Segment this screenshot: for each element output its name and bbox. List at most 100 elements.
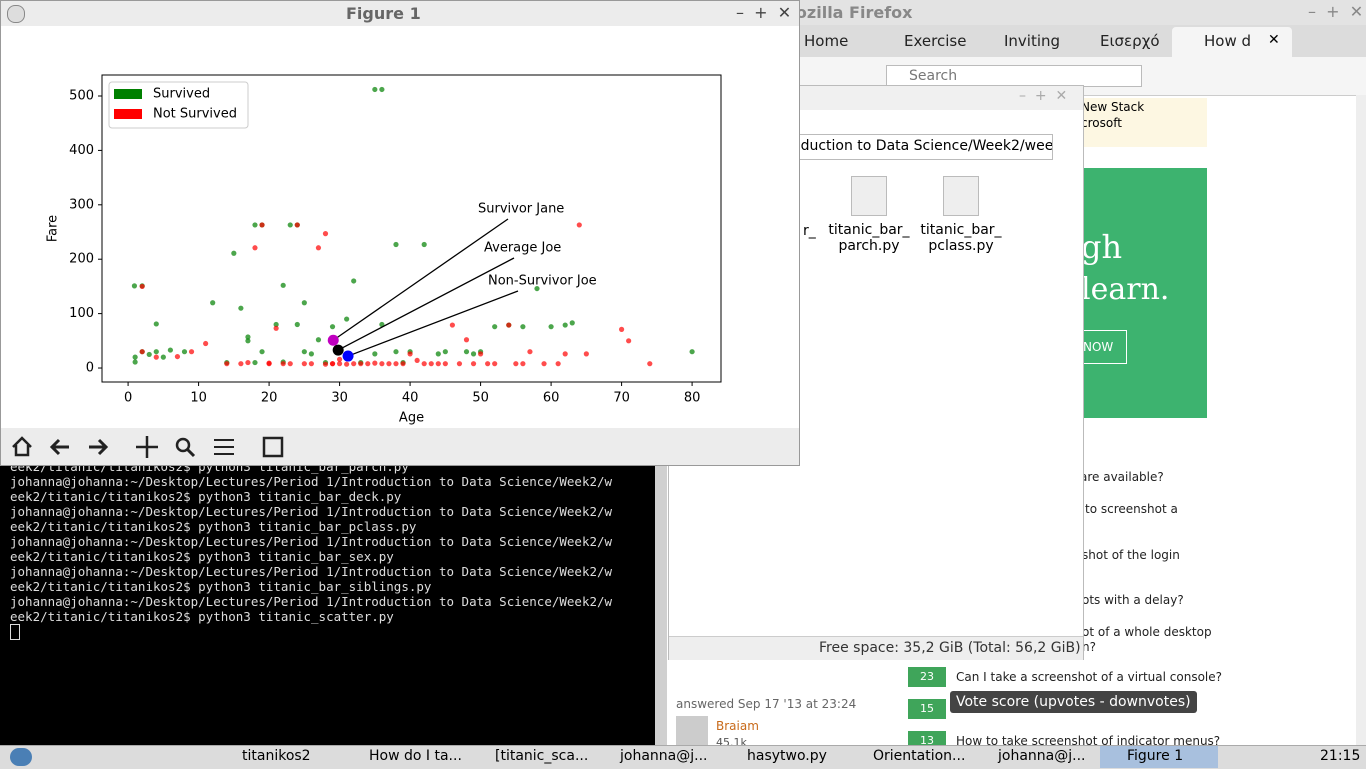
point (520, 361, 526, 367)
point (259, 222, 265, 228)
point (351, 361, 357, 367)
legend-box (108, 81, 249, 129)
point (372, 351, 378, 357)
active-tab[interactable]: How d ✕ (1172, 27, 1292, 57)
point (301, 361, 307, 367)
task[interactable]: Orientation... (873, 748, 966, 764)
point (344, 361, 350, 367)
tab[interactable]: Home (804, 32, 849, 50)
point (527, 349, 533, 355)
task[interactable]: How do I ta... (369, 748, 462, 764)
x-tick-label: 30 (331, 391, 348, 406)
user[interactable]: Braiam (716, 719, 759, 733)
point (252, 359, 258, 366)
link[interactable]: are available? (1080, 470, 1164, 484)
point (562, 322, 568, 328)
task[interactable]: hasytwo.py (747, 748, 827, 764)
window-controls[interactable]: – + ✕ (736, 3, 792, 22)
point (442, 349, 448, 355)
tab[interactable]: How d (1204, 32, 1252, 50)
x-tick-label: 70 (613, 391, 630, 406)
active-task[interactable] (1100, 746, 1218, 768)
score: 13 (908, 731, 946, 745)
score: 23 (908, 667, 946, 687)
path-box[interactable]: oduction to Data Science/Week2/wee (789, 134, 1053, 160)
point (379, 86, 385, 93)
terminal-line: eek2/titanic/titanikos2$ python3 titanic… (10, 519, 417, 534)
y-tick-label: 400 (69, 143, 94, 158)
zoom-button[interactable] (175, 437, 191, 453)
terminal-line: johanna@johanna:~/Desktop/Lectures/Perio… (10, 504, 613, 519)
y-tick-label: 500 (69, 88, 94, 103)
start-button[interactable] (10, 748, 32, 766)
x-tick-label: 10 (190, 391, 207, 406)
window-controls[interactable]: – + ✕ (1019, 88, 1068, 104)
point (266, 360, 272, 366)
app-icon (7, 5, 25, 23)
point (160, 354, 166, 360)
point (562, 351, 568, 357)
tab[interactable]: Exercise (904, 32, 967, 50)
point (153, 354, 159, 360)
file-name: parch.py (838, 238, 900, 254)
legend-swatch (114, 109, 142, 119)
point (485, 361, 491, 367)
terminal: eek2/titanic/titanikos2$ python3 titanic… (0, 460, 655, 745)
link[interactable]: n? (1082, 640, 1096, 654)
point (365, 361, 371, 367)
file[interactable]: titanic_bar_ pclass.py (911, 176, 1011, 254)
ad-button-text: NOW (1083, 340, 1114, 354)
related-link[interactable]: Can I take a screenshot of a virtual con… (956, 670, 1223, 684)
point (167, 347, 173, 353)
file[interactable]: titanic_bar_ parch.py (819, 176, 919, 254)
link[interactable]: ots with a delay? (1082, 593, 1184, 607)
pan-button[interactable] (136, 436, 158, 458)
task[interactable]: Figure 1 (1127, 748, 1184, 764)
configure-button[interactable] (214, 439, 234, 455)
tab[interactable]: Εισερχό (1100, 32, 1160, 50)
point (393, 349, 399, 355)
point (470, 351, 477, 357)
point (245, 334, 251, 340)
save-button[interactable] (262, 436, 284, 458)
terminal-line: johanna@johanna:~/Desktop/Lectures/Perio… (10, 564, 613, 579)
forward-button[interactable] (89, 438, 109, 456)
file-label[interactable]: r_ (803, 223, 816, 239)
task[interactable]: johanna@j... (998, 748, 1086, 764)
annotation-text: Survivor Jane (478, 202, 564, 217)
link[interactable]: shot of the login (1082, 548, 1180, 562)
point (259, 349, 265, 355)
terminal-line: eek2/titanic/titanikos2$ python3 titanic… (10, 549, 394, 564)
point (534, 285, 540, 292)
point (463, 349, 470, 355)
point (280, 361, 286, 367)
point (308, 361, 314, 367)
tab-close[interactable]: ✕ (1268, 32, 1280, 48)
link[interactable]: to screenshot a (1085, 502, 1178, 516)
terminal-text: eek2/titanic/titanikos2$ python3 titanic… (10, 460, 612, 624)
home-button[interactable] (12, 436, 32, 457)
point (477, 351, 484, 357)
terminal-line: johanna@johanna:~/Desktop/Lectures/Perio… (10, 474, 613, 489)
window-controls[interactable]: – + ✕ (1308, 2, 1364, 21)
search-box[interactable]: Search (886, 65, 1142, 87)
link[interactable]: ot of a whole desktop (1082, 625, 1212, 639)
point (555, 361, 561, 367)
point (287, 222, 293, 228)
point (358, 361, 364, 367)
related-link[interactable]: How to take screenshot of indicator menu… (956, 734, 1221, 745)
task[interactable]: titanikos2 (242, 748, 311, 764)
point (231, 250, 237, 256)
point (647, 361, 653, 367)
terminal-scroll (655, 460, 667, 745)
point (252, 245, 258, 251)
point (421, 361, 427, 367)
back-button[interactable] (49, 438, 69, 456)
ad-text: learn. (1081, 272, 1170, 307)
x-tick-label: 60 (543, 391, 560, 406)
tab[interactable]: Inviting (1004, 32, 1061, 50)
legend-label: Survived (153, 87, 210, 102)
task[interactable]: johanna@j... (620, 748, 708, 764)
task[interactable]: [titanic_sca... (495, 748, 589, 764)
y-tick-label: 300 (69, 197, 94, 212)
